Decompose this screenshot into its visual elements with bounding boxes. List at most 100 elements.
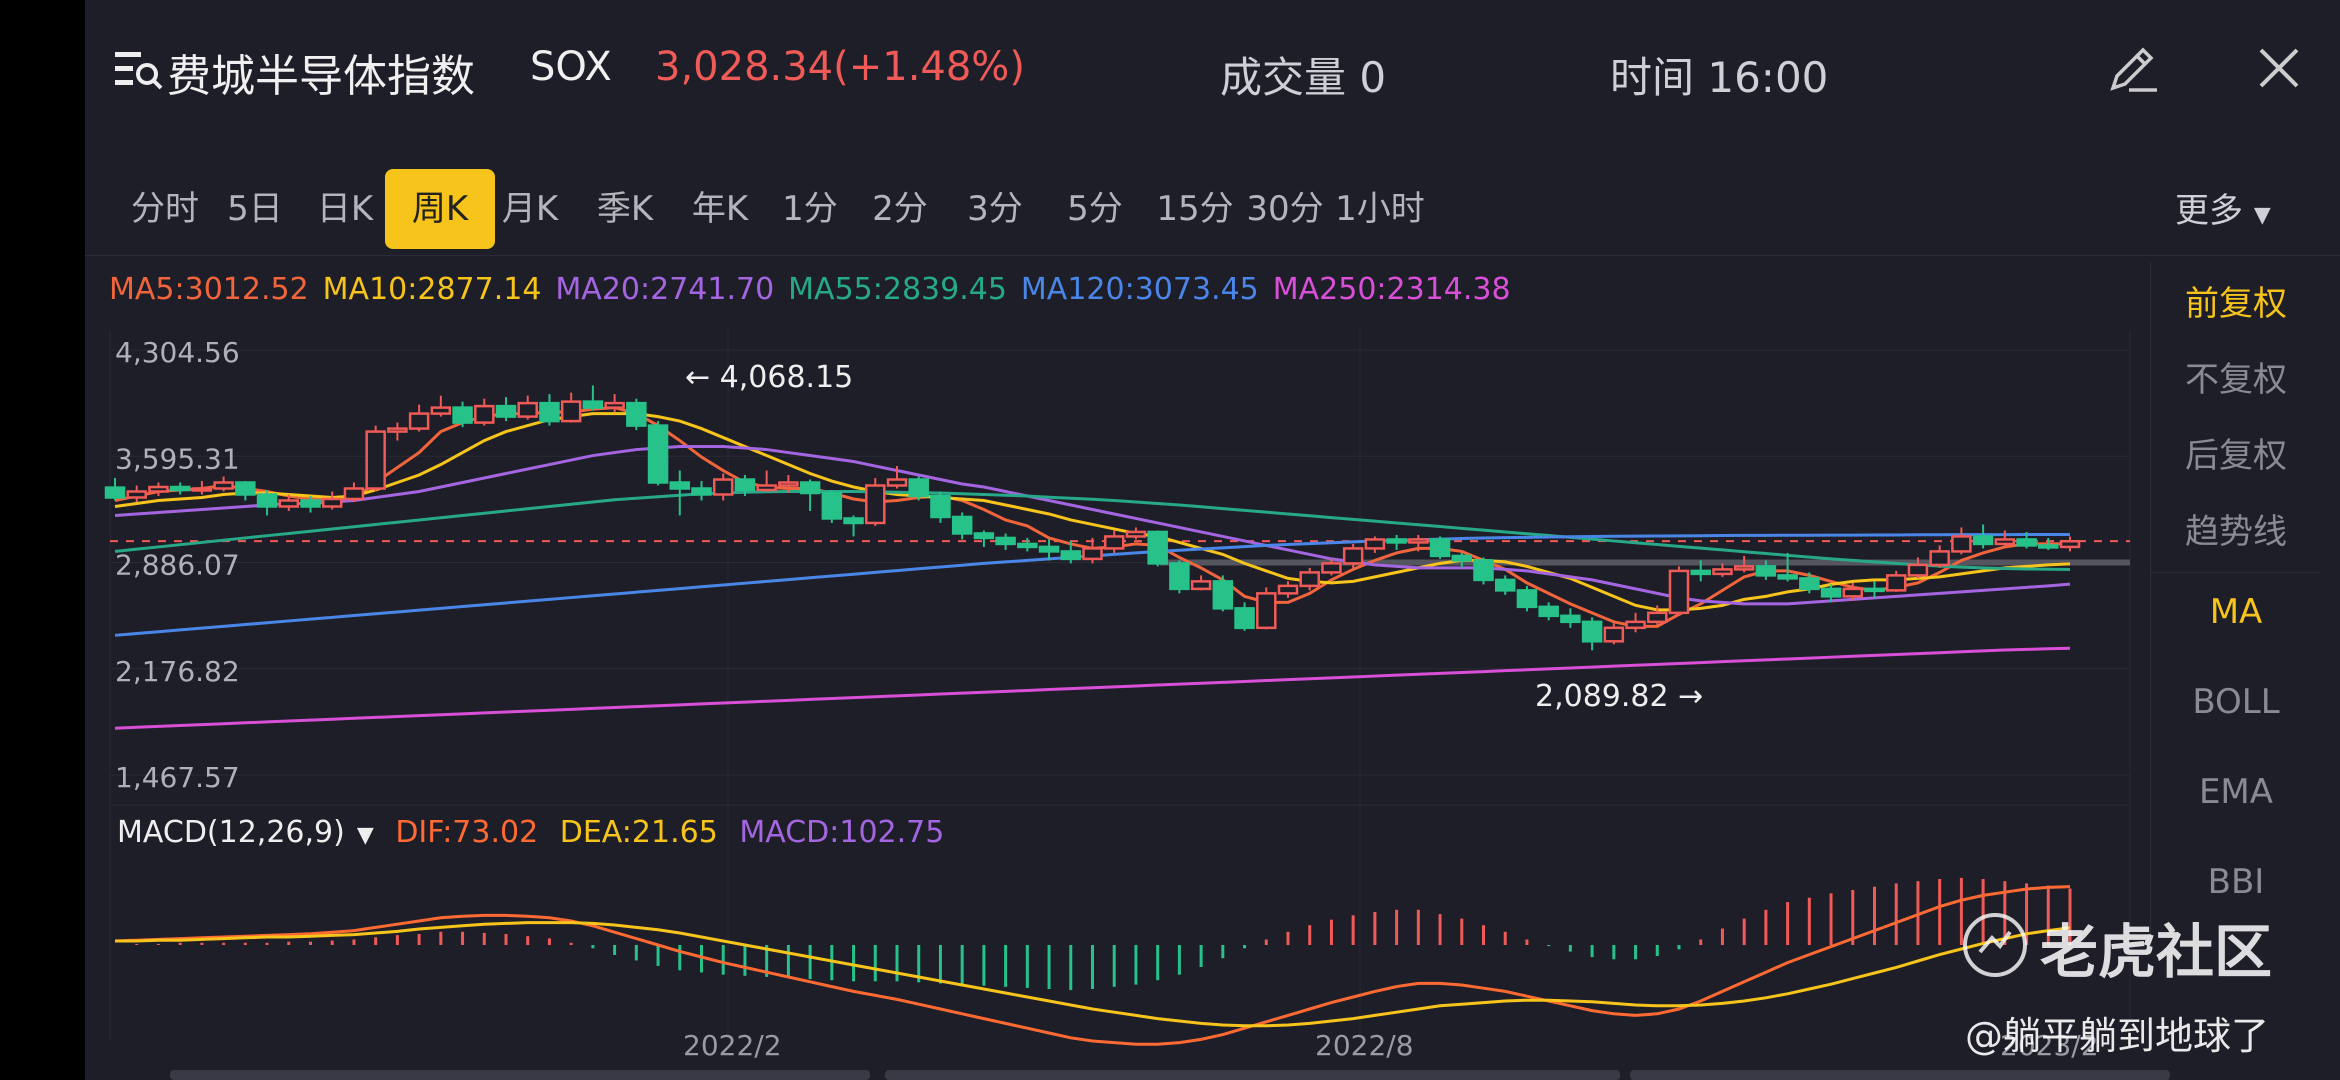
kline-chart[interactable]: 4,304.56 3,595.31 2,886.07 2,176.82 1,467.57… (85, 0, 2340, 1080)
candle-body (1777, 574, 1798, 580)
candle-body (1364, 538, 1386, 550)
candle-body (647, 424, 669, 484)
candle-body (148, 485, 169, 493)
candle-body (452, 406, 473, 424)
tab-0[interactable]: 分时 (131, 189, 199, 229)
candle-body (799, 481, 821, 495)
candle-body (1951, 535, 1972, 553)
candle-body (1342, 547, 1364, 565)
tiger-logo-icon (1963, 913, 2027, 977)
close-icon[interactable] (2255, 44, 2303, 92)
candle-body (734, 478, 756, 492)
adjust-option-2[interactable]: 后复权 (2185, 436, 2287, 476)
edit-icon[interactable] (2105, 40, 2161, 96)
candle-body (169, 485, 191, 492)
candle-body (951, 515, 973, 535)
candle-body (1473, 559, 1494, 582)
candle-body (1907, 563, 1929, 577)
candle-body (474, 404, 495, 424)
tab-4[interactable]: 月K (501, 189, 559, 229)
candle-body (191, 487, 213, 492)
candle-body (756, 484, 777, 492)
ma-legend-item-0: MA5:3012.52 (109, 272, 309, 307)
credit-text: @躺平躺到地球了 (1965, 1014, 2270, 1058)
candle-body (1864, 587, 1885, 593)
candle-body (1125, 530, 1147, 538)
candle-body (2038, 544, 2059, 549)
candle-body (843, 517, 864, 525)
macd-name[interactable]: MACD(12,26,9) (117, 815, 345, 850)
tab-7[interactable]: 1分 (782, 189, 838, 229)
candle-body (1169, 562, 1190, 591)
candle-body (1647, 611, 1668, 624)
indicator-option-bbi[interactable]: BBI (2207, 862, 2265, 902)
candle-body (1060, 550, 1082, 561)
tab-10[interactable]: 5分 (1067, 189, 1123, 229)
index-title: 费城半导体指数 (167, 51, 475, 102)
candle-body (1560, 614, 1581, 624)
candle-body (1972, 535, 1994, 546)
candle-body (1234, 607, 1255, 630)
candle-body (1082, 547, 1103, 561)
tab-9[interactable]: 3分 (967, 189, 1023, 229)
side-divider (2151, 572, 2321, 573)
candle-body (886, 478, 908, 487)
candle-body (1408, 538, 1429, 544)
scrollbar-right[interactable] (1630, 1070, 2170, 1080)
candle-body (1299, 571, 1320, 588)
x-tick-label: 2022/8 (1315, 1029, 1414, 1062)
y-tick-label: 3,595.31 (115, 442, 240, 475)
index-symbol: SOX (530, 44, 612, 90)
candle-body (1668, 569, 1690, 615)
candle-body (995, 536, 1016, 546)
tab-1[interactable]: 5日 (227, 189, 283, 229)
macd-dif: DIF:73.02 (395, 815, 539, 850)
index-price: 3,028.34(+1.48%) (655, 44, 1025, 90)
candle-body (1494, 578, 1516, 592)
ma-line-ma250 (114, 646, 2071, 730)
candle-body (256, 493, 278, 508)
dropdown-arrow-icon: ▼ (2253, 203, 2271, 228)
candle-body (930, 494, 951, 519)
tab-6[interactable]: 年K (691, 189, 749, 229)
candle-body (2016, 538, 2037, 547)
ma-legend-item-1: MA10:2877.14 (322, 272, 542, 307)
menu-search-icon[interactable] (115, 48, 163, 92)
tab-8[interactable]: 2分 (872, 189, 928, 229)
adjust-option-3[interactable]: 趋势线 (2185, 512, 2287, 552)
tab-11[interactable]: 15分 (1156, 189, 1234, 229)
more-tabs-button[interactable]: 更多 ▼ (2175, 183, 2271, 232)
y-tick-label: 2,886.07 (115, 549, 240, 582)
candle-body (1603, 626, 1625, 643)
candle-body (343, 487, 365, 501)
scrollbar-left[interactable] (170, 1070, 870, 1080)
candle-body (104, 486, 126, 499)
indicator-option-boll[interactable]: BOLL (2192, 682, 2280, 722)
indicator-option-ema[interactable]: EMA (2198, 772, 2274, 812)
tab-5[interactable]: 季K (596, 189, 654, 229)
scrollbar-mid[interactable] (885, 1070, 1620, 1080)
candle-body (1538, 605, 1559, 618)
tab-12[interactable]: 30分 (1246, 189, 1324, 229)
tab-2[interactable]: 日K (316, 189, 374, 229)
adjust-option-0[interactable]: 前复权 (2185, 284, 2287, 324)
candle-body (235, 481, 256, 496)
candle-body (1017, 542, 1038, 549)
candle-body (1885, 574, 1907, 592)
indicator-option-ma[interactable]: MA (2209, 592, 2263, 632)
candle-body (1429, 538, 1451, 558)
tab-13[interactable]: 1小时 (1335, 189, 1425, 229)
candle-body (1712, 568, 1733, 576)
tab-3[interactable]: 周K (385, 169, 495, 249)
ma-line-ma20 (114, 445, 2071, 606)
candle-body (604, 401, 625, 409)
period-tabs: 分时 5日 日K 周K 月K 季K 年K 1分 2分 3分 5分 15分 30分 1小时 更多 ▼ (85, 165, 2340, 256)
adjust-option-1[interactable]: 不复权 (2185, 360, 2287, 400)
chevron-down-icon[interactable]: ▼ (356, 823, 374, 848)
time-readout: 时间 16:00 (1610, 53, 1829, 102)
watermark: 老虎社区 (2040, 918, 2273, 986)
candle-body (669, 481, 691, 490)
macd-dea-line (115, 921, 2071, 1028)
header: 费城半导体指数 SOX 3,028.34(+1.48%) 成交量 0 时间 16… (85, 0, 2340, 140)
candle-body (691, 487, 712, 496)
